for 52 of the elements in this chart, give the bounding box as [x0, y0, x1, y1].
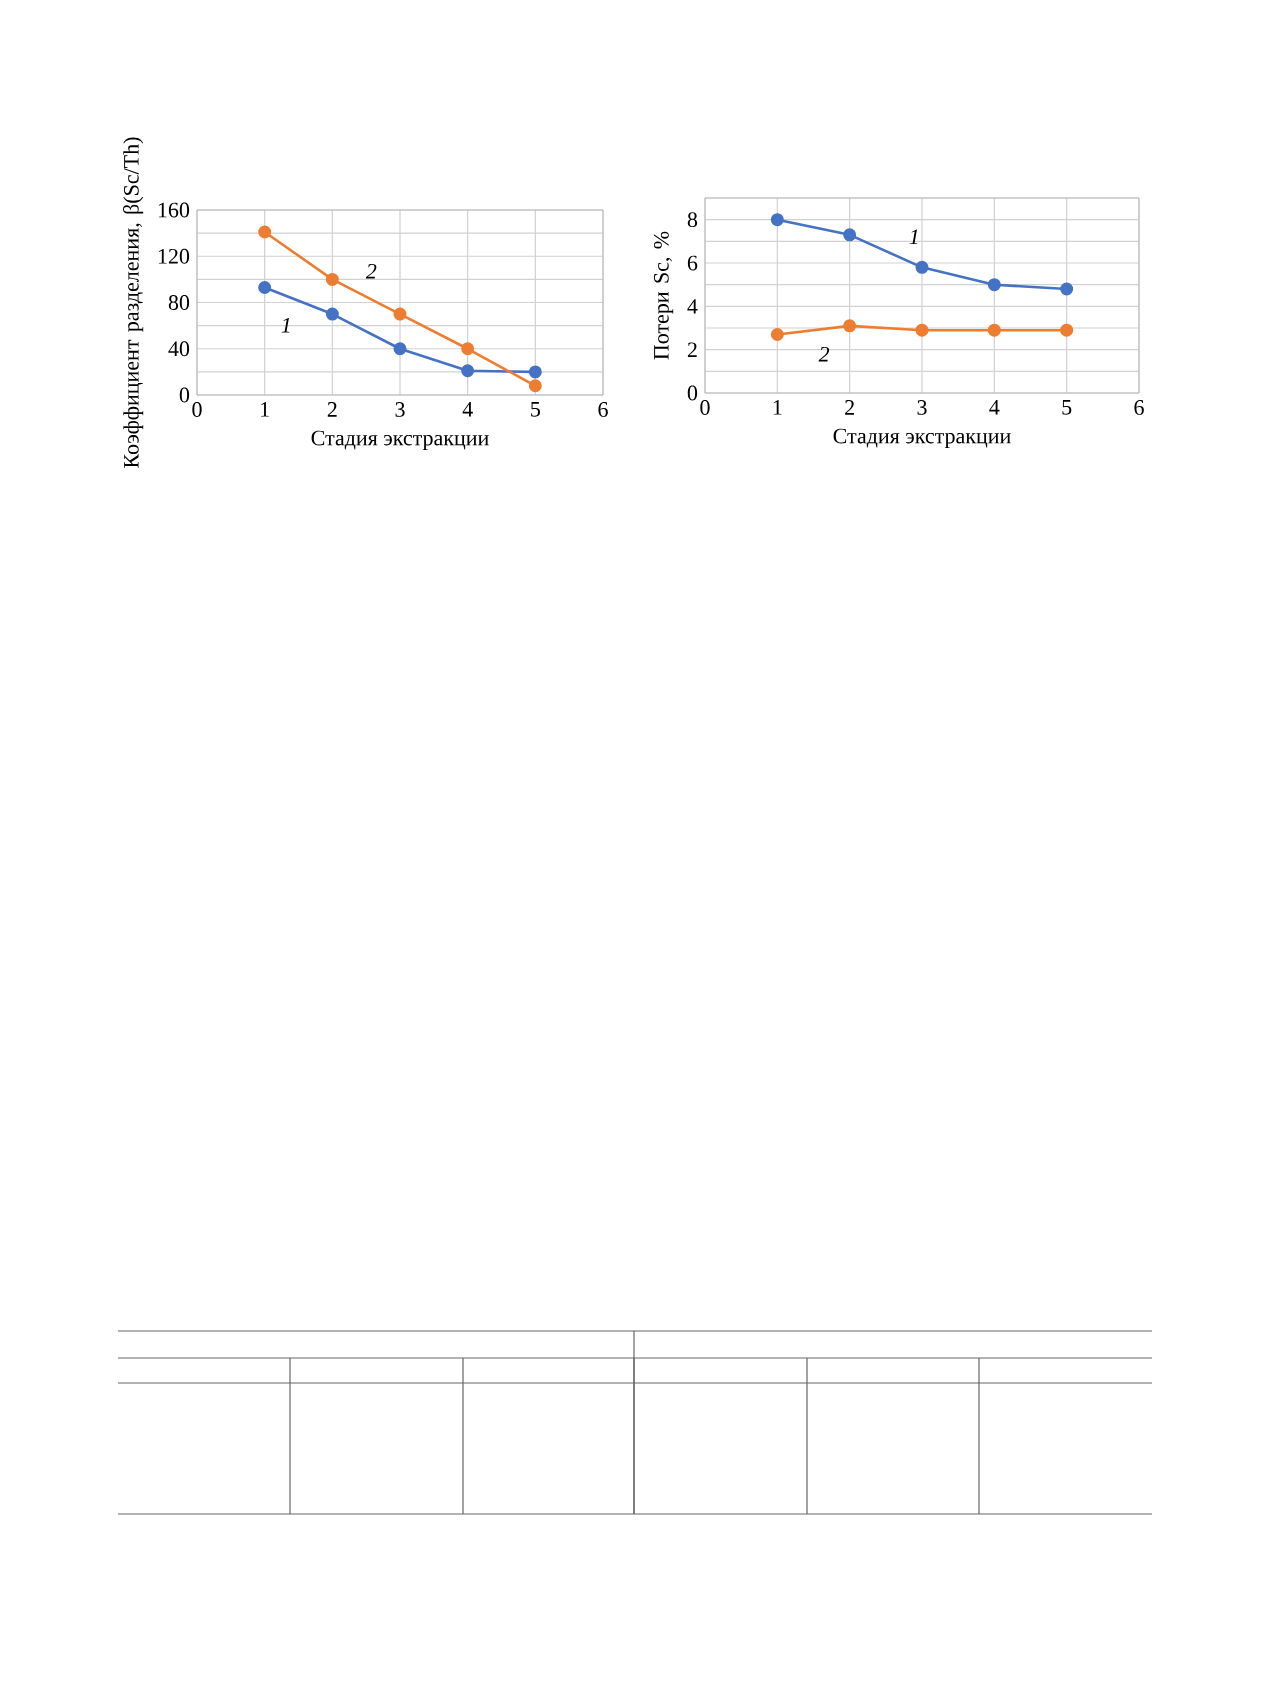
series-label: 2 — [818, 346, 830, 362]
series-label: 1 — [909, 229, 918, 245]
y-tick-label: 8 — [687, 212, 698, 228]
point — [393, 307, 407, 321]
point — [528, 365, 542, 379]
point — [843, 319, 857, 333]
point — [987, 278, 1001, 292]
x-tick-label: 1 — [773, 400, 782, 415]
x-tick-label: 5 — [1062, 400, 1072, 415]
y-tick-label: 160 — [158, 202, 190, 218]
series-label: 2 — [365, 263, 377, 279]
point — [770, 328, 784, 342]
x-tick-label: 0 — [192, 402, 202, 417]
series-label: 1 — [281, 317, 290, 333]
point — [461, 364, 475, 378]
y-tick-label: 6 — [687, 255, 698, 271]
y-tick-label: 0 — [687, 385, 698, 401]
point — [325, 272, 339, 286]
x-axis-title: Стадия экстракции — [311, 430, 489, 450]
x-tick-label: 2 — [327, 402, 337, 417]
x-tick-label: 3 — [917, 400, 927, 415]
y-tick-label: 2 — [687, 342, 697, 357]
y-tick-label: 120 — [158, 248, 190, 264]
y-tick-label: 40 — [168, 341, 190, 357]
x-tick-label: 5 — [531, 402, 540, 417]
point — [1060, 282, 1074, 296]
y-tick-label: 4 — [687, 299, 698, 314]
x-tick-label: 2 — [845, 400, 854, 415]
x-tick-label: 6 — [598, 402, 608, 417]
point — [325, 307, 339, 321]
point — [528, 379, 542, 393]
point — [770, 213, 784, 227]
x-tick-label: 4 — [462, 402, 473, 417]
point — [461, 342, 475, 356]
point — [393, 342, 407, 356]
point — [258, 280, 272, 294]
y-tick-label: 80 — [168, 295, 190, 310]
x-tick-label: 0 — [700, 400, 710, 415]
y-tick-label: 0 — [179, 387, 190, 403]
point — [915, 323, 929, 337]
y-axis-title: Коэффициент разделения, β(Sc/Th) — [123, 137, 144, 468]
point — [843, 228, 857, 242]
x-tick-label: 6 — [1134, 400, 1144, 415]
point — [915, 260, 929, 274]
point — [1060, 323, 1074, 337]
point — [987, 323, 1001, 337]
x-tick-label: 4 — [989, 400, 1000, 415]
point — [258, 225, 272, 239]
x-tick-label: 3 — [395, 402, 405, 417]
x-tick-label: 1 — [261, 402, 269, 417]
y-axis-title: Потери Sc, % — [653, 231, 674, 360]
x-axis-title: Стадия экстракции — [833, 428, 1011, 448]
